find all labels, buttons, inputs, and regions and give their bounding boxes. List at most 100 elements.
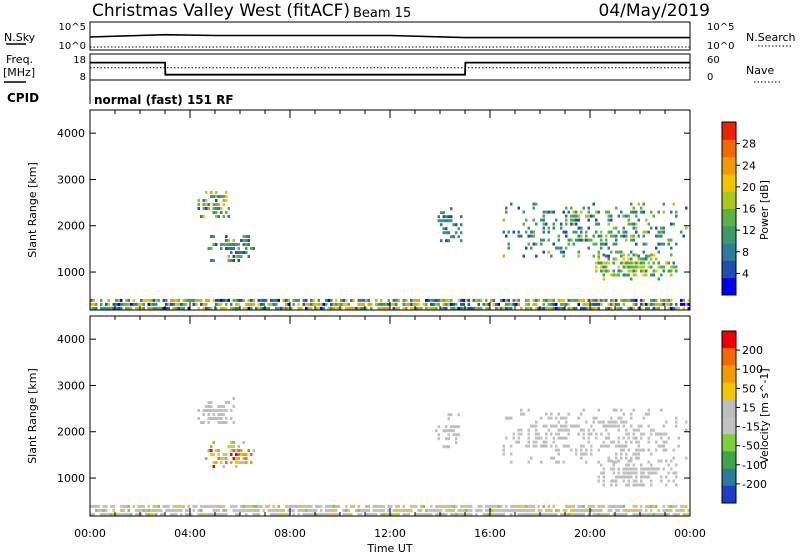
heatmap-cell [622, 424, 625, 428]
heatmap-cell [217, 453, 220, 456]
heatmap-cell [630, 298, 633, 302]
heatmap-cell [600, 242, 603, 246]
heatmap-cell [402, 298, 405, 302]
heatmap-cell [575, 218, 578, 222]
heatmap-cell [520, 408, 523, 412]
heatmap-cell [682, 512, 685, 516]
heatmap-cell [565, 222, 568, 226]
heatmap-cell [152, 306, 155, 310]
heatmap-cell [605, 306, 608, 310]
heatmap-cell [597, 261, 600, 265]
heatmap-cell [520, 508, 523, 512]
heatmap-cell [480, 306, 483, 310]
heatmap-cell [210, 247, 213, 250]
heatmap-cell [437, 433, 440, 437]
heatmap-cell [610, 273, 613, 277]
heatmap-cell [260, 302, 263, 306]
heatmap-cell [600, 230, 603, 234]
heatmap-cell [460, 306, 463, 310]
heatmap-cell [625, 298, 628, 302]
heatmap-cell [322, 306, 325, 310]
heatmap-cell [652, 269, 655, 273]
heatmap-cell [450, 508, 453, 512]
heatmap-cell [552, 436, 555, 440]
heatmap-cell [635, 471, 638, 475]
heatmap-cell [300, 306, 303, 310]
heatmap-cell [607, 218, 610, 222]
heatmap-cell [502, 448, 505, 452]
heatmap-cell [627, 261, 630, 265]
heatmap-cell [317, 306, 320, 310]
heatmap-cell [150, 298, 153, 302]
heatmap-cell [655, 302, 658, 306]
heatmap-cell [292, 298, 295, 302]
heatmap-cell [622, 448, 625, 452]
heatmap-cell [212, 465, 215, 468]
heatmap-cell [550, 512, 553, 516]
heatmap-cell [520, 512, 523, 516]
heatmap-cell [637, 257, 640, 261]
heatmap-cell [192, 504, 195, 508]
heatmap-cell [230, 247, 233, 250]
heatmap-cell [225, 239, 228, 242]
heatmap-cell [372, 504, 375, 508]
heatmap-cell [460, 302, 463, 306]
heatmap-cell [125, 306, 128, 310]
heatmap-cell [310, 302, 313, 306]
heatmap-cell [632, 238, 635, 242]
heatmap-cell [185, 298, 188, 302]
heatmap-cell [562, 416, 565, 420]
heatmap-cell [577, 214, 580, 218]
heatmap-cell [622, 467, 625, 471]
heatmap-cell [437, 215, 440, 219]
heatmap-cell [670, 269, 673, 273]
heatmap-cell [635, 440, 638, 444]
heatmap-cell [640, 265, 643, 269]
heatmap-cell [572, 298, 575, 302]
heatmap-cell [187, 298, 190, 302]
heatmap-cell [645, 273, 648, 277]
heatmap-cell [325, 504, 328, 508]
heatmap-cell [482, 512, 485, 516]
heatmap-cell [612, 269, 615, 273]
heatmap-cell [675, 463, 678, 467]
heatmap-cell [612, 504, 615, 508]
heatmap-cell [220, 302, 223, 306]
heatmap-cell [535, 440, 538, 444]
heatmap-cell [615, 420, 618, 424]
heatmap-cell [180, 508, 183, 512]
heatmap-cell [237, 449, 240, 452]
power-heatmap [90, 191, 690, 310]
heatmap-cell [582, 432, 585, 436]
heatmap-cell [212, 235, 215, 238]
colorbar-tick-label: 8 [742, 246, 749, 259]
heatmap-cell [90, 306, 93, 310]
heatmap-cell [562, 302, 565, 306]
heatmap-cell [592, 254, 595, 258]
heatmap-cell [417, 302, 420, 306]
heatmap-cell [332, 302, 335, 306]
heatmap-cell [240, 453, 243, 456]
heatmap-cell [652, 302, 655, 306]
heatmap-cell [215, 409, 218, 412]
heatmap-cell [647, 408, 650, 412]
heatmap-cell [442, 302, 445, 306]
heatmap-cell [662, 508, 665, 512]
heatmap-cell [607, 424, 610, 428]
heatmap-cell [460, 298, 463, 302]
heatmap-cell [630, 424, 633, 428]
heatmap-cell [152, 298, 155, 302]
heatmap-cell [212, 298, 215, 302]
heatmap-cell [452, 504, 455, 508]
heatmap-cell [172, 512, 175, 516]
heatmap-cell [535, 306, 538, 310]
heatmap-cell [582, 504, 585, 508]
heatmap-cell [415, 298, 418, 302]
heatmap-cell [570, 222, 573, 226]
heatmap-cell [370, 306, 373, 310]
heatmap-cell [222, 243, 225, 246]
heatmap-cell [540, 218, 543, 222]
heatmap-cell [645, 254, 648, 258]
heatmap-cell [225, 306, 228, 310]
heatmap-cell [655, 512, 658, 516]
